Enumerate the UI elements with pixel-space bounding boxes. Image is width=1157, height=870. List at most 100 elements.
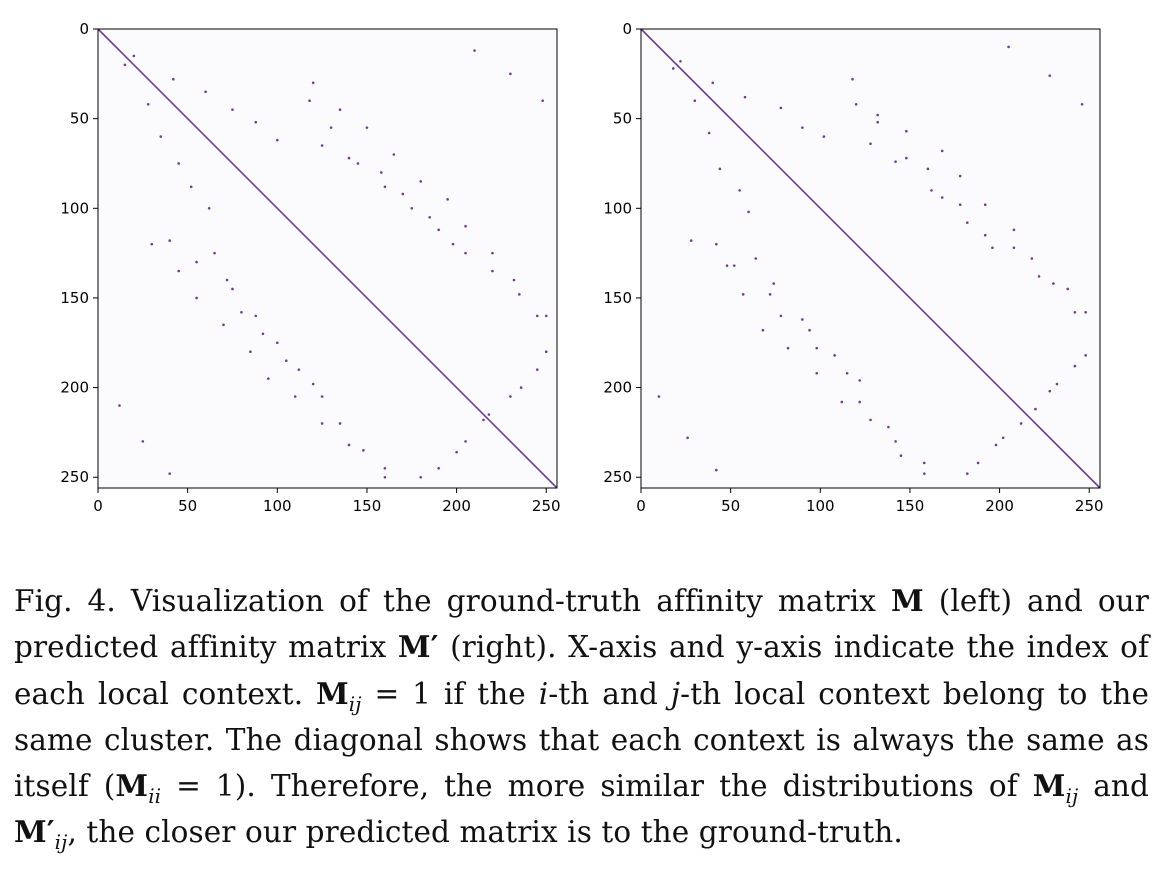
affinity-point — [320, 144, 324, 147]
affinity-point — [189, 185, 193, 189]
diagonal-line — [640, 28, 1101, 489]
caption-text-1: Fig. 4. Visualization of the ground-trut… — [14, 584, 892, 618]
affinity-point — [808, 328, 811, 332]
affinity-point — [240, 310, 243, 314]
caption-text-4: = 1 if the — [361, 676, 539, 711]
affinity-point — [261, 332, 265, 336]
affinity-point — [976, 461, 980, 465]
affinity-point — [118, 404, 121, 407]
x-tick-label: 250 — [1075, 497, 1104, 515]
affinity-point — [544, 350, 548, 354]
affinity-point — [267, 377, 270, 380]
affinity-point — [851, 77, 854, 81]
affinity-point — [311, 382, 315, 386]
x-tick-label: 0 — [93, 497, 103, 515]
affinity-point — [172, 77, 175, 81]
affinity-point — [876, 113, 879, 117]
affinity-point — [845, 371, 849, 375]
affinity-point — [869, 418, 872, 422]
affinity-point — [887, 425, 890, 429]
matrix-M-ii: M — [115, 768, 149, 804]
affinity-point — [437, 228, 440, 232]
affinity-point — [356, 162, 360, 165]
affinity-point — [754, 257, 758, 260]
affinity-point — [786, 346, 790, 350]
affinity-point — [1066, 287, 1070, 291]
affinity-point — [297, 368, 301, 371]
affinity-point — [858, 400, 862, 404]
affinity-point — [177, 269, 180, 273]
affinity-point — [715, 242, 718, 246]
affinity-point — [1037, 275, 1041, 278]
caption-text-9: , the closer our predicted matrix is to … — [67, 815, 903, 850]
affinity-point — [146, 103, 150, 106]
affinity-point — [293, 395, 297, 398]
affinity-point — [123, 63, 127, 67]
affinity-point — [254, 120, 258, 124]
affinity-point — [1084, 310, 1087, 314]
affinity-point — [707, 131, 711, 135]
affinity-point — [994, 443, 998, 447]
y-tick-label: 50 — [70, 110, 89, 128]
affinity-point — [686, 436, 689, 440]
affinity-point — [966, 472, 969, 475]
y-tick-label: 200 — [60, 379, 89, 397]
x-tick-label: 100 — [263, 497, 292, 515]
affinity-point — [231, 287, 234, 291]
affinity-point — [854, 103, 858, 106]
caption-text-2: (left) and our predicted affinity matrix — [14, 584, 1149, 665]
affinity-point — [473, 49, 476, 52]
y-tick-label: 250 — [603, 468, 632, 486]
affinity-point — [541, 99, 544, 103]
affinity-point — [275, 138, 279, 142]
affinity-point — [347, 156, 351, 160]
affinity-point — [383, 466, 387, 470]
y-tick-label: 0 — [79, 20, 89, 38]
affinity-point — [284, 359, 288, 362]
affinity-point — [455, 450, 458, 454]
affinity-point — [132, 54, 136, 58]
affinity-point — [801, 126, 804, 129]
subscript-ij-3: ij — [54, 830, 68, 855]
affinity-point — [689, 239, 693, 242]
affinity-point — [275, 341, 279, 345]
affinity-point — [419, 180, 423, 183]
affinity-point — [815, 371, 819, 375]
affinity-point — [320, 395, 324, 398]
y-tick-label: 100 — [60, 199, 89, 217]
affinity-point — [451, 242, 455, 246]
affinity-point — [365, 126, 369, 129]
affinity-point — [958, 174, 962, 178]
affinity-point — [1030, 257, 1034, 260]
affinity-point — [1012, 228, 1016, 232]
affinity-point — [894, 160, 897, 163]
affinity-point — [512, 278, 516, 282]
affinity-point — [254, 314, 258, 318]
affinity-point — [401, 192, 405, 196]
x-tick-label: 250 — [532, 497, 561, 515]
subscript-ii: ii — [148, 784, 162, 809]
affinity-point — [383, 475, 387, 479]
affinity-point — [899, 454, 903, 458]
affinity-point — [362, 449, 365, 452]
y-tick-label: 100 — [603, 199, 632, 217]
affinity-point — [491, 251, 494, 255]
affinity-point — [930, 189, 933, 192]
x-tick-label: 0 — [636, 497, 646, 515]
affinity-point — [801, 318, 804, 321]
affinity-point — [383, 185, 387, 189]
affinity-point — [329, 126, 333, 129]
affinity-point — [1048, 74, 1052, 77]
affinity-point — [446, 198, 449, 201]
caption-text-7: = 1). Therefore, the more similar the di… — [161, 769, 1033, 804]
affinity-point — [1055, 382, 1059, 386]
x-tick-label: 100 — [806, 497, 835, 515]
affinity-point — [379, 171, 383, 174]
affinity-point — [392, 153, 396, 156]
matrix-M: M — [891, 583, 924, 618]
affinity-point — [204, 90, 207, 94]
y-tick-label: 200 — [603, 379, 632, 397]
affinity-point — [195, 260, 198, 264]
affinity-point — [772, 282, 775, 285]
